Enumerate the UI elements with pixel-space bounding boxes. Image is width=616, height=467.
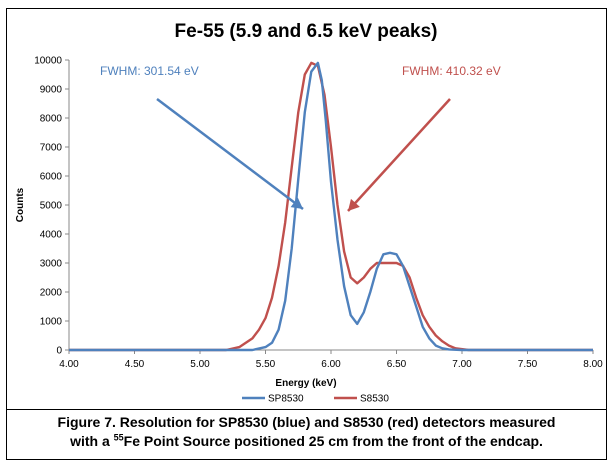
legend-label-s8530: S8530 [360,394,389,405]
y-tick-label: 1000 [40,317,63,328]
chart: Fe-55 (5.9 and 6.5 keV peaks) 0 1000 2000 30… [15,21,603,405]
caption-divider [7,409,606,410]
caption-line-1: Figure 7. Resolution for SP8530 (blue) a… [57,414,556,430]
isotope-superscript: 55 [113,432,124,443]
y-tick-label: 10000 [34,56,62,67]
y-tick-label: 2000 [40,288,63,299]
red-arrow-head [348,198,360,211]
y-axis-label: Counts [15,187,26,222]
y-tick-label: 3000 [40,259,63,270]
caption-line-2-suffix: Fe Point Source positioned 25 cm from th… [123,433,543,449]
y-tick-label: 5000 [40,201,63,212]
caption-line-2: with a 55Fe Point Source positioned 25 c… [7,432,606,451]
y-tick-label: 8000 [40,114,63,125]
x-tick-label: 6.50 [387,359,407,370]
x-tick-label: 5.50 [256,359,276,370]
series-line-S8530 [69,61,593,352]
red-arrow-shaft [347,98,451,212]
y-tick-label: 0 [56,346,62,357]
legend-label-sp8530: SP8530 [268,394,304,405]
caption-line-2-prefix: with a [70,433,114,449]
series-line-SP8530 [69,61,593,352]
y-tick-label: 9000 [40,85,63,96]
x-tick-label: 7.50 [518,359,538,370]
blue-arrow-shaft [156,98,304,210]
x-tick-label: 8.00 [583,359,603,370]
x-tick-label: 5.00 [190,359,210,370]
fwhm-annotation-blue: FWHM: 301.54 eV [100,64,199,78]
chart-title: Fe-55 (5.9 and 6.5 keV peaks) [175,21,438,42]
blue-arrow-head [290,197,303,209]
figure-frame: Fe-55 (5.9 and 6.5 keV peaks) 0 1000 2000 30… [6,8,607,460]
x-tick-label: 7.00 [452,359,472,370]
fwhm-annotation-red: FWHM: 410.32 eV [402,64,501,78]
x-tick-label: 6.00 [321,359,341,370]
y-tick-label: 6000 [40,172,63,183]
x-axis-label: Energy (keV) [275,378,336,389]
x-tick-label: 4.50 [125,359,145,370]
y-tick-label: 7000 [40,143,63,154]
figure-caption: Figure 7. Resolution for SP8530 (blue) a… [7,413,606,451]
x-tick-label: 4.00 [59,359,79,370]
y-tick-label: 4000 [40,230,63,241]
